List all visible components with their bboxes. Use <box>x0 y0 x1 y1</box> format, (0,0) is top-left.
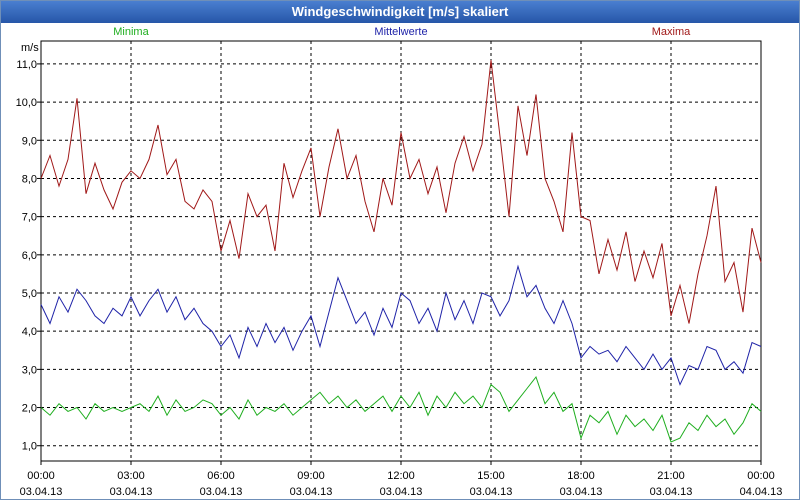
series-line-maxima <box>40 60 762 324</box>
series-line-mittelwerte <box>40 264 762 386</box>
x-tick-date: 03.04.13 <box>110 486 153 498</box>
x-tick-time: 06:00 <box>207 470 235 482</box>
y-tick-label: 8,0 <box>22 173 37 185</box>
y-tick-label: 10,0 <box>16 97 37 109</box>
y-tick-label: 3,0 <box>22 364 37 376</box>
gridlines <box>41 41 761 461</box>
x-tick-date: 03.04.13 <box>290 486 333 498</box>
x-tick-time: 03:00 <box>117 470 145 482</box>
legend-minima: Minima <box>113 26 149 38</box>
x-tick-time: 00:00 <box>747 470 775 482</box>
y-axis-label: m/s <box>21 42 39 54</box>
legend: Minima Mittelwerte Maxima <box>113 26 691 38</box>
y-tick-label: 5,0 <box>22 288 37 300</box>
y-tick-label: 6,0 <box>22 250 37 262</box>
y-tick-label: 7,0 <box>22 212 37 224</box>
x-tick-time: 15:00 <box>477 470 505 482</box>
x-tick-date: 03.04.13 <box>470 486 513 498</box>
y-tick-label: 4,0 <box>22 326 37 338</box>
x-tick-time: 18:00 <box>567 470 595 482</box>
y-tick-labels: 11,0 10,0 9,0 8,0 7,0 6,0 5,0 4,0 3,0 2,0 1,0 <box>16 59 41 453</box>
y-tick-label: 1,0 <box>22 441 37 453</box>
window-title: Windgeschwindigkeit [m/s] skaliert <box>1 1 799 23</box>
x-tick-time: 00:00 <box>27 470 55 482</box>
y-tick-label: 2,0 <box>22 403 37 415</box>
legend-maxima: Maxima <box>652 26 691 38</box>
x-tick-date: 04.04.13 <box>740 486 783 498</box>
x-tick-date: 03.04.13 <box>200 486 243 498</box>
y-tick-label: 9,0 <box>22 135 37 147</box>
x-tick-date: 03.04.13 <box>20 486 63 498</box>
x-tick-time: 09:00 <box>297 470 325 482</box>
x-tick-date: 03.04.13 <box>380 486 423 498</box>
x-tick-time: 12:00 <box>387 470 415 482</box>
x-tick-labels: 00:00 03.04.13 03:00 03.04.13 06:00 03.04.13 0… <box>20 461 783 498</box>
x-tick-date: 03.04.13 <box>560 486 603 498</box>
series-lines <box>40 60 762 443</box>
y-tick-label: 11,0 <box>16 59 37 71</box>
x-tick-time: 21:00 <box>657 470 685 482</box>
x-tick-date: 03.04.13 <box>650 486 693 498</box>
legend-mittelwerte: Mittelwerte <box>374 26 427 38</box>
series-line-minima <box>40 375 762 443</box>
